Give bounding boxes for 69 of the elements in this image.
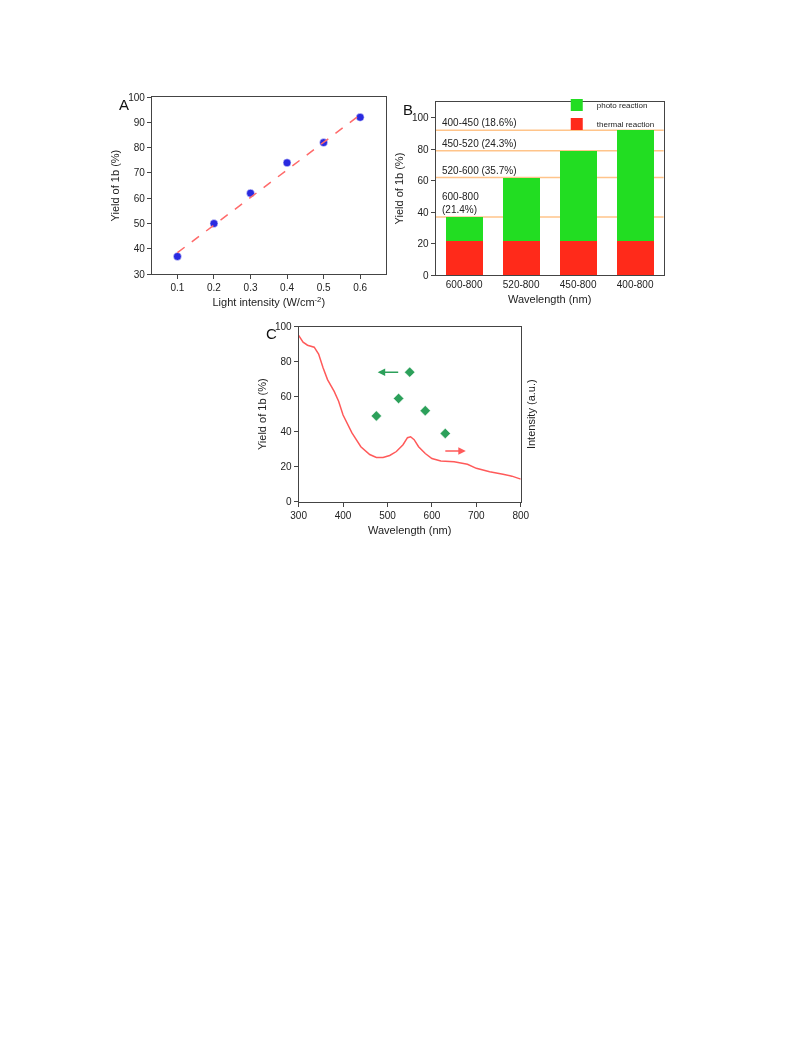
y-tick-label: 90 <box>133 116 146 128</box>
x-tick-label: 700 <box>468 509 486 521</box>
point <box>404 366 416 378</box>
point <box>173 252 182 261</box>
y-tick-label: 70 <box>133 167 146 179</box>
y-tick-label: 60 <box>417 175 430 187</box>
y-tick-label: 30 <box>133 268 146 280</box>
y-tick-label: 100 <box>411 112 430 124</box>
x-tick-label: 0.5 <box>316 282 331 294</box>
point <box>355 113 365 122</box>
chart-title: A <box>119 96 130 113</box>
bar <box>616 130 654 241</box>
y-axis-title: Yield of 1b (%) <box>255 378 268 451</box>
y-tick-label: 20 <box>280 461 293 473</box>
x-tick-label: 400 <box>334 509 352 521</box>
y-tick-label: 0 <box>423 269 430 281</box>
y-tick-label: 60 <box>280 391 293 403</box>
y-tick-label: 100 <box>128 91 146 103</box>
legend-label: thermal reaction <box>596 120 655 130</box>
x-tick-label: 450-800 <box>559 279 597 291</box>
x-tick-label: 600 <box>423 509 441 521</box>
chart-title: B <box>403 101 414 118</box>
chart-title: C <box>266 325 277 342</box>
point <box>370 410 382 422</box>
point <box>439 428 451 439</box>
bar <box>445 216 483 241</box>
annotation: 400-450 (18.6%) <box>442 117 517 128</box>
bar <box>502 177 540 241</box>
annotation: 450-520 (24.3%) <box>442 138 517 149</box>
x-axis-title: Wavelength (nm) <box>368 523 452 536</box>
y-tick-label: 40 <box>280 426 293 438</box>
x-tick-label: 600-800 <box>445 279 483 291</box>
x-tick-label: 800 <box>512 509 530 521</box>
y-axis-title: Intensity (a.u.) <box>524 379 537 450</box>
y-tick-label: 20 <box>417 238 430 250</box>
point <box>419 405 431 417</box>
y-tick-label: 80 <box>280 356 293 368</box>
x-axis-title: Wavelength (nm) <box>507 293 592 306</box>
x-axis-title: Light intensity (W/cm$^{-2}$) <box>212 294 326 309</box>
x-tick-label: 520-800 <box>502 279 540 291</box>
point <box>282 158 292 168</box>
legend-label: photo reaction <box>596 101 648 111</box>
y-tick-label: 80 <box>133 142 146 154</box>
x-tick-label: 0.1 <box>170 282 185 294</box>
y-axis-title: Yield of 1b (%) <box>392 152 405 225</box>
bar <box>616 240 654 276</box>
y-tick-label: 50 <box>133 218 146 230</box>
bar <box>445 240 483 276</box>
bar <box>502 240 540 276</box>
y-tick-label: 80 <box>417 143 430 155</box>
y-tick-label: 60 <box>133 192 146 204</box>
y-axis-title: Yield of 1b (%) <box>108 149 121 222</box>
y-tick-label: 0 <box>286 496 293 508</box>
y-tick-label: 40 <box>417 206 430 218</box>
x-tick-label: 0.4 <box>280 282 295 294</box>
x-tick-label: 0.2 <box>207 282 222 294</box>
annotation: 520-600 (35.7%) <box>442 165 517 176</box>
point <box>209 219 219 228</box>
x-tick-label: 400-800 <box>616 279 654 291</box>
bar <box>559 150 597 241</box>
y-tick-label: 40 <box>133 243 146 255</box>
x-tick-label: 500 <box>379 509 397 521</box>
bar <box>559 240 597 276</box>
point <box>246 188 255 198</box>
x-tick-label: 0.3 <box>243 282 258 294</box>
annotation: 600-800 (21.4%) <box>442 191 480 215</box>
x-tick-label: 300 <box>290 509 308 521</box>
x-tick-label: 0.6 <box>353 282 368 294</box>
point <box>393 392 405 404</box>
